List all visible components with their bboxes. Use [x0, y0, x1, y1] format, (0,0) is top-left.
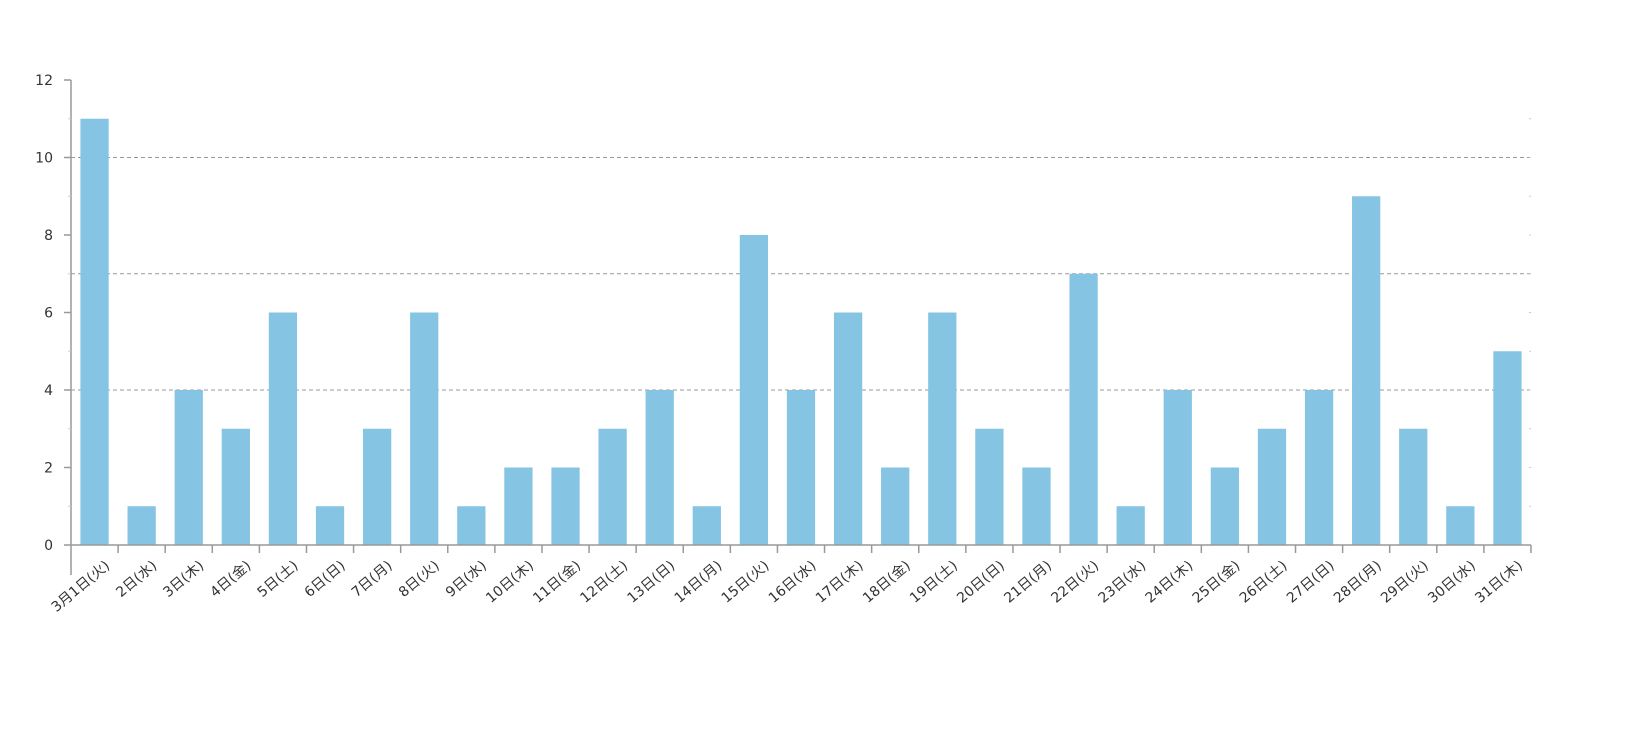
- bar: [1163, 390, 1192, 545]
- y-tick-label: 6: [44, 306, 53, 322]
- x-tick-label: 29日(火): [1378, 558, 1432, 607]
- x-tick-label: 2日(水): [113, 558, 160, 601]
- bar: [975, 428, 1004, 545]
- x-tick-label: 6日(日): [302, 558, 349, 601]
- bar: [1257, 428, 1287, 545]
- x-tick-label: 26日(土): [1237, 558, 1291, 607]
- bar: [363, 428, 392, 545]
- bar: [1304, 390, 1334, 545]
- x-tick-label: 22日(火): [1048, 558, 1102, 607]
- y-axis: 0 2 4 6 8 10 12: [35, 73, 72, 575]
- bar: [80, 118, 109, 545]
- x-tick-label: 24日(木): [1143, 558, 1197, 607]
- bar: [504, 467, 533, 545]
- x-tick-label: 8日(火): [396, 558, 443, 601]
- x-tick-label: 15日(火): [719, 558, 773, 607]
- bar: [457, 506, 486, 545]
- x-tick-label: 18日(金): [860, 558, 914, 607]
- x-tick-label: 28日(月): [1331, 558, 1385, 607]
- x-tick-label: 20日(日): [954, 558, 1008, 607]
- bar: [410, 312, 439, 545]
- x-tick-label: 3日(木): [160, 558, 207, 601]
- x-tick-label: 27日(日): [1284, 558, 1338, 607]
- x-tick-label: 31日(木): [1472, 558, 1526, 607]
- x-tick-label: 12日(土): [577, 558, 631, 607]
- x-tick-label: 17日(木): [813, 558, 867, 607]
- x-tick-label: 14日(月): [672, 558, 726, 607]
- y-tick-label: 10: [35, 151, 53, 167]
- bar: [268, 312, 298, 545]
- y-tick-label: 0: [44, 538, 53, 554]
- bar: [1022, 467, 1051, 545]
- bar: [1352, 196, 1381, 545]
- x-tick-label: 11日(金): [530, 558, 584, 607]
- bars: [80, 118, 1522, 545]
- x-axis: 3月1日(火) 2日(水) 3日(木) 4日(金) 5日(土) 6日(日) 7日(月) 8日(…: [49, 544, 1532, 616]
- bar: [1493, 351, 1522, 545]
- x-tick-label: 16日(水): [766, 558, 820, 607]
- x-tick-label: 5日(土): [255, 558, 302, 601]
- bar: [739, 235, 769, 545]
- bar: [598, 428, 627, 545]
- bar: [1399, 428, 1428, 545]
- bar: [315, 506, 345, 545]
- bar: [1210, 467, 1239, 545]
- x-tick-label: 30日(水): [1425, 558, 1479, 607]
- bar: [127, 506, 156, 545]
- x-tick-label: 7日(月): [349, 558, 396, 601]
- bar: [786, 390, 816, 545]
- y-tick-label: 12: [35, 73, 53, 89]
- x-tick-label: 23日(水): [1095, 558, 1149, 607]
- bar: [1069, 273, 1098, 545]
- y-tick-label: 8: [44, 228, 53, 244]
- bar: [881, 467, 910, 545]
- bar: [221, 428, 250, 545]
- y-tick-label: 2: [44, 461, 53, 477]
- x-tick-label: 3月1日(火): [49, 558, 113, 616]
- bar: [645, 390, 674, 545]
- bar: [551, 467, 580, 545]
- x-tick-label: 19日(土): [907, 558, 961, 607]
- x-tick-label: 21日(月): [1001, 558, 1055, 607]
- bar: [928, 312, 957, 545]
- bar: [1116, 506, 1145, 545]
- x-tick-label: 25日(金): [1190, 558, 1244, 607]
- x-tick-label: 4日(金): [207, 558, 254, 601]
- x-tick-label: 13日(日): [625, 558, 679, 607]
- bar: [692, 506, 721, 545]
- y-tick-label: 4: [44, 383, 53, 399]
- bar: [833, 312, 863, 545]
- x-tick-label: 10日(木): [483, 558, 537, 607]
- bar: [174, 390, 203, 545]
- bar: [1446, 506, 1475, 545]
